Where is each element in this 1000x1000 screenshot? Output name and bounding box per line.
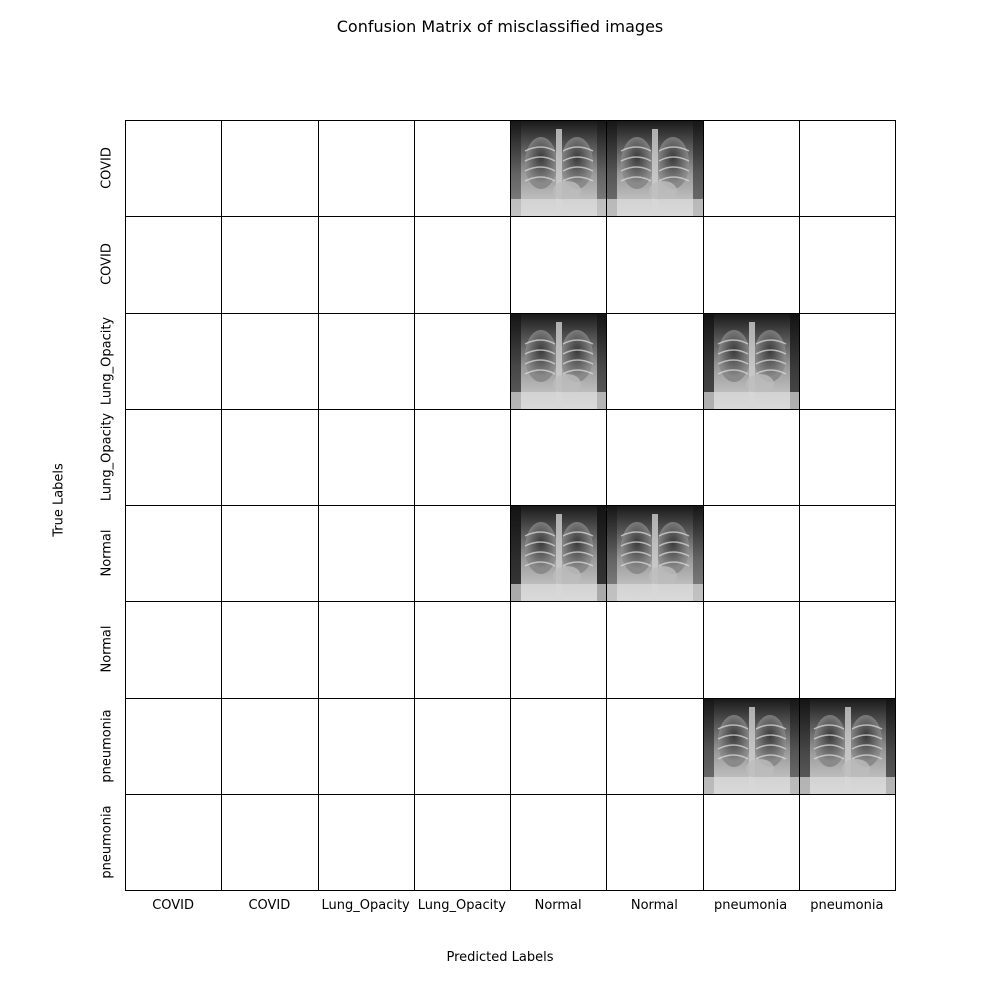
matrix-cell [413,216,511,314]
x-tick-label: Lung_Opacity [321,898,410,913]
matrix-cell [702,216,800,314]
matrix-cell [317,601,415,699]
x-tick-label: COVID [248,898,291,913]
matrix-cell [702,793,800,891]
matrix-cell [317,505,415,603]
matrix-cell [606,408,704,506]
matrix-cell [510,697,608,795]
matrix-cell [317,312,415,410]
y-axis-label: True Labels [51,463,67,537]
matrix-cell [221,793,319,891]
matrix-cell [510,793,608,891]
y-tick-label: Normal [99,625,115,673]
matrix-cell [317,216,415,314]
matrix-cell [125,120,223,218]
matrix-cell [606,505,704,603]
matrix-cell [413,505,511,603]
matrix-cell [798,408,896,506]
x-tick-label: Normal [630,898,678,913]
matrix-cell [702,120,800,218]
matrix-cell [221,601,319,699]
y-tick-label: COVID [99,147,115,190]
chest-xray-image [799,698,895,794]
y-tick-label: Lung_Opacity [99,412,115,501]
x-tick-label: COVID [152,898,195,913]
matrix-cell [510,120,608,218]
matrix-cell [606,793,704,891]
matrix-cell [606,120,704,218]
matrix-cell [510,312,608,410]
x-tick-label: Normal [534,898,582,913]
matrix-cell [510,216,608,314]
matrix-cell [221,120,319,218]
matrix-cell [798,793,896,891]
matrix-cell [317,120,415,218]
matrix-cell [125,505,223,603]
matrix-cell [413,408,511,506]
matrix-cell [413,312,511,410]
chest-xray-image [511,121,607,217]
matrix-cell [510,601,608,699]
matrix-cell [317,408,415,506]
chest-xray-image [703,698,799,794]
matrix-cell [221,216,319,314]
chest-xray-image [511,313,607,409]
x-tick-label: pneumonia [714,898,788,913]
matrix-cell [798,601,896,699]
matrix-cell [413,697,511,795]
matrix-cell [798,505,896,603]
matrix-cell [221,312,319,410]
y-tick-label: Lung_Opacity [99,316,115,405]
matrix-cell [317,697,415,795]
matrix-cell [317,793,415,891]
matrix-cell [125,312,223,410]
matrix-cell [606,601,704,699]
y-tick-label: Normal [99,529,115,577]
matrix-cell [702,601,800,699]
chest-xray-image [511,506,607,602]
matrix-cell [702,697,800,795]
matrix-cell [606,312,704,410]
y-tick-label: pneumonia [99,805,115,879]
matrix-cell [125,601,223,699]
matrix-cell [798,216,896,314]
matrix-cell [798,120,896,218]
x-axis-label: Predicted Labels [446,950,554,965]
matrix-cell [413,601,511,699]
x-tick-label: Lung_Opacity [417,898,506,913]
matrix-cell [221,505,319,603]
matrix-cell [606,697,704,795]
matrix-cell [606,216,704,314]
matrix-cell [221,697,319,795]
matrix-cell [125,216,223,314]
y-tick-label: pneumonia [99,709,115,783]
matrix-cell [221,408,319,506]
x-tick-label: pneumonia [810,898,884,913]
chart-title: Confusion Matrix of misclassified images [336,17,664,36]
chest-xray-image [607,121,703,217]
matrix-cell [702,312,800,410]
chest-xray-image [703,313,799,409]
matrix-cell [510,505,608,603]
matrix-cell [510,408,608,506]
matrix-cell [702,408,800,506]
matrix-cell [125,697,223,795]
matrix-cell [702,505,800,603]
matrix-cell [125,793,223,891]
matrix-cell [413,793,511,891]
y-tick-label: COVID [99,243,115,286]
chest-xray-image [607,506,703,602]
matrix-cell [798,697,896,795]
matrix-cell [413,120,511,218]
matrix-cell [798,312,896,410]
matrix-cell [125,408,223,506]
